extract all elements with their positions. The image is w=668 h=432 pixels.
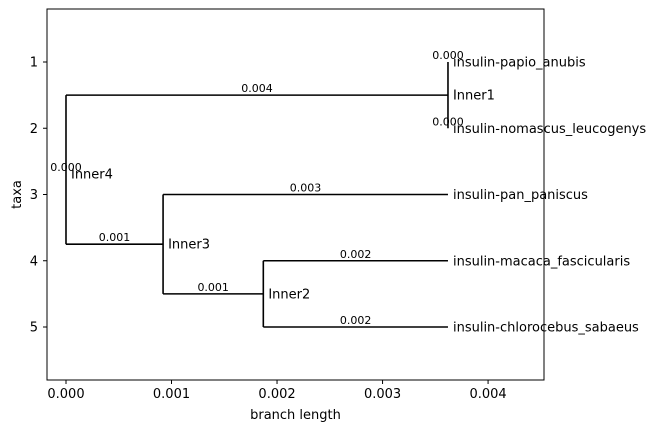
node-label-Inner4: Inner4	[71, 167, 113, 182]
branch-length-label-nomascus: 0.000	[432, 115, 464, 128]
node-label-Inner1: Inner1	[453, 89, 495, 104]
x-tick-label: 0.004	[469, 387, 506, 402]
node-label-macaca: insulin-macaca_fascicularis	[453, 254, 630, 269]
plot-frame	[46, 8, 545, 381]
branch-length-label-Inner2: 0.001	[197, 281, 229, 294]
node-label-chlorocebus: insulin-chlorocebus_sabaeus	[453, 321, 639, 336]
branch-length-label-macaca: 0.002	[340, 248, 372, 261]
node-label-Inner3: Inner3	[168, 238, 210, 253]
node-labels: Inner4 Inner1 Inner3 Inner2 insulin-papio_an…	[71, 56, 646, 336]
tree-branches	[65, 62, 449, 328]
branch-length-label-chlorocebus: 0.002	[340, 314, 372, 327]
node-label-nomascus: insulin-nomascus_leucogenys	[453, 122, 646, 137]
y-axis-ticks: 1 2 3 4 5	[30, 56, 47, 336]
x-tick-label: 0.002	[258, 387, 295, 402]
branch-length-label-Inner3: 0.001	[99, 231, 131, 244]
branch-length-label-Inner1: 0.004	[241, 82, 273, 95]
x-tick-label: 0.001	[153, 387, 190, 402]
y-tick-label: 5	[30, 321, 38, 336]
x-axis-title: branch length	[250, 408, 341, 423]
y-tick-label: 1	[30, 56, 38, 71]
branch-length-label-pan: 0.003	[290, 182, 322, 195]
branch-length-label-papio: 0.000	[432, 49, 464, 62]
x-tick-label: 0.003	[364, 387, 401, 402]
y-tick-label: 2	[30, 122, 38, 137]
y-tick-label: 4	[30, 254, 38, 269]
branch-length-label-Inner4: 0.000	[50, 161, 82, 174]
x-tick-label: 0.000	[47, 387, 84, 402]
node-label-papio: insulin-papio_anubis	[453, 56, 586, 71]
y-tick-label: 3	[30, 188, 38, 203]
y-axis-title: taxa	[10, 180, 25, 209]
x-axis-ticks: 0.000 0.001 0.002 0.003 0.004	[47, 380, 507, 402]
branch-length-labels: 0.000 0.004 0.001 0.001 0.000 0.000 0.003 0.002…	[50, 49, 463, 327]
node-label-Inner2: Inner2	[268, 287, 310, 302]
node-label-pan: insulin-pan_paniscus	[453, 188, 588, 203]
